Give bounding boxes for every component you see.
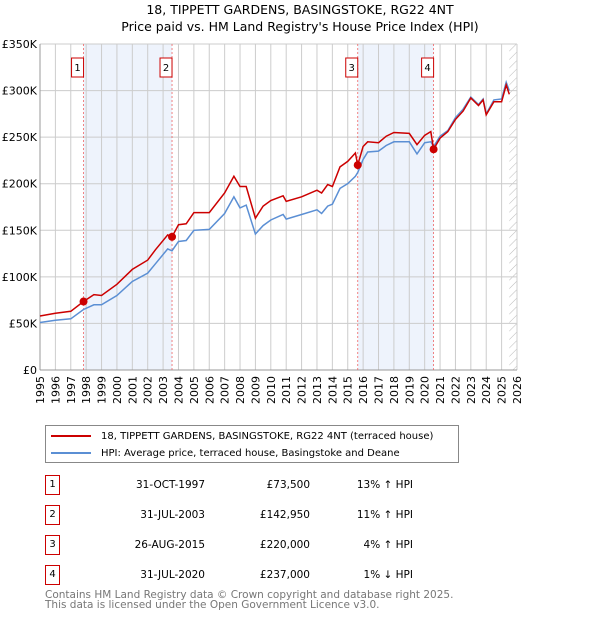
x-tick-label: 1999 <box>96 376 109 404</box>
series-line-property <box>39 82 511 317</box>
x-tick-label: 2009 <box>249 376 262 404</box>
shaded-period <box>357 44 434 370</box>
x-tick-label: 1995 <box>34 376 47 404</box>
legend-swatch-property <box>51 435 91 437</box>
shaded-period <box>83 44 173 370</box>
footer-licence: This data is licensed under the Open Gov… <box>45 599 380 611</box>
transaction-price: £142,950 <box>259 509 310 521</box>
x-tick-label: 2026 <box>511 376 524 404</box>
transaction-date: 26-AUG-2015 <box>134 539 205 551</box>
chart-title-line2: Price paid vs. HM Land Registry's House … <box>121 19 479 34</box>
transaction-row: 1 31-OCT-1997 £73,500 13% ↑ HPI <box>45 475 465 495</box>
transaction-date: 31-JUL-2020 <box>140 569 205 581</box>
x-tick-label: 2021 <box>434 376 447 404</box>
transaction-row: 2 31-JUL-2003 £142,950 11% ↑ HPI <box>45 505 465 525</box>
legend-label-property: 18, TIPPETT GARDENS, BASINGSTOKE, RG22 4… <box>101 430 434 442</box>
sale-label-box <box>421 57 435 78</box>
x-tick-label: 2025 <box>496 376 509 404</box>
y-tick-label: £50K <box>9 317 38 330</box>
x-tick-label: 2024 <box>480 376 493 404</box>
sale-point <box>168 232 177 241</box>
y-tick-label: £150K <box>2 224 38 237</box>
sale-point <box>353 161 362 170</box>
transaction-number: 1 <box>45 475 60 495</box>
series-line-hpi <box>39 79 511 324</box>
transaction-number: 2 <box>45 505 60 525</box>
y-tick-label: £100K <box>2 271 38 284</box>
chart-title-line1: 18, TIPPETT GARDENS, BASINGSTOKE, RG22 4… <box>146 2 454 17</box>
future-hatch <box>509 44 517 370</box>
transaction-price: £237,000 <box>259 569 310 581</box>
sale-point <box>79 297 88 306</box>
x-tick-label: 2022 <box>449 376 462 404</box>
sale-label: 3 <box>349 63 355 74</box>
x-tick-label: 2023 <box>465 376 478 404</box>
transaction-number: 3 <box>45 535 60 555</box>
transaction-hpi-diff: 13% ↑ HPI <box>356 479 413 491</box>
x-tick-label: 2003 <box>157 376 170 404</box>
x-tick-label: 2000 <box>111 376 124 404</box>
x-tick-label: 2004 <box>172 376 185 404</box>
legend-item-hpi: HPI: Average price, terraced house, Basi… <box>46 445 400 461</box>
footer-copyright: Contains HM Land Registry data © Crown c… <box>45 589 454 601</box>
y-tick-label: £0 <box>23 364 37 377</box>
transaction-date: 31-OCT-1997 <box>136 479 205 491</box>
x-tick-label: 2014 <box>326 376 339 404</box>
sale-label-box <box>159 57 173 78</box>
x-tick-label: 2007 <box>219 376 232 404</box>
price-chart: 1995 1996 1997 1998 1999 2000 2001 2002 2003 2004… <box>2 38 524 404</box>
legend-label-hpi: HPI: Average price, terraced house, Basi… <box>101 447 400 459</box>
legend-swatch-hpi <box>51 452 91 454</box>
transaction-hpi-diff: 1% ↓ HPI <box>363 569 413 581</box>
transaction-number: 4 <box>45 565 60 585</box>
transaction-price: £220,000 <box>259 539 310 551</box>
sale-label: 4 <box>424 63 430 74</box>
x-tick-label: 2008 <box>234 376 247 404</box>
x-tick-label: 2010 <box>265 376 278 404</box>
x-tick-label: 1998 <box>80 376 93 404</box>
transaction-row: 4 31-JUL-2020 £237,000 1% ↓ HPI <box>45 565 465 585</box>
x-tick-label: 2020 <box>419 376 432 404</box>
x-tick-label: 1996 <box>49 376 62 404</box>
x-tick-label: 1997 <box>65 376 78 404</box>
sale-label-box <box>345 57 359 78</box>
sale-point <box>429 145 438 154</box>
transaction-hpi-diff: 11% ↑ HPI <box>356 509 413 521</box>
transaction-hpi-diff: 4% ↑ HPI <box>363 539 413 551</box>
x-tick-label: 2002 <box>142 376 155 404</box>
x-tick-label: 2013 <box>311 376 324 404</box>
x-tick-label: 2012 <box>296 376 309 404</box>
y-tick-label: £200K <box>2 178 38 191</box>
x-tick-label: 2018 <box>388 376 401 404</box>
transaction-date: 31-JUL-2003 <box>140 509 205 521</box>
x-tick-label: 2019 <box>403 376 416 404</box>
x-tick-label: 2017 <box>373 376 386 404</box>
x-tick-label: 2001 <box>126 376 139 404</box>
x-tick-label: 2011 <box>280 376 293 404</box>
y-tick-label: £350K <box>2 38 38 51</box>
transaction-row: 3 26-AUG-2015 £220,000 4% ↑ HPI <box>45 535 465 555</box>
sale-label-box <box>71 57 85 78</box>
x-tick-label: 2005 <box>188 376 201 404</box>
legend: 18, TIPPETT GARDENS, BASINGSTOKE, RG22 4… <box>45 425 459 463</box>
y-tick-label: £300K <box>2 85 38 98</box>
x-tick-label: 2015 <box>342 376 355 404</box>
x-tick-label: 2016 <box>357 376 370 404</box>
y-tick-label: £250K <box>2 131 38 144</box>
x-tick-label: 2006 <box>203 376 216 404</box>
sale-label: 2 <box>163 63 169 74</box>
legend-item-property: 18, TIPPETT GARDENS, BASINGSTOKE, RG22 4… <box>46 428 433 444</box>
sale-label: 1 <box>74 63 80 74</box>
transaction-price: £73,500 <box>266 479 310 491</box>
